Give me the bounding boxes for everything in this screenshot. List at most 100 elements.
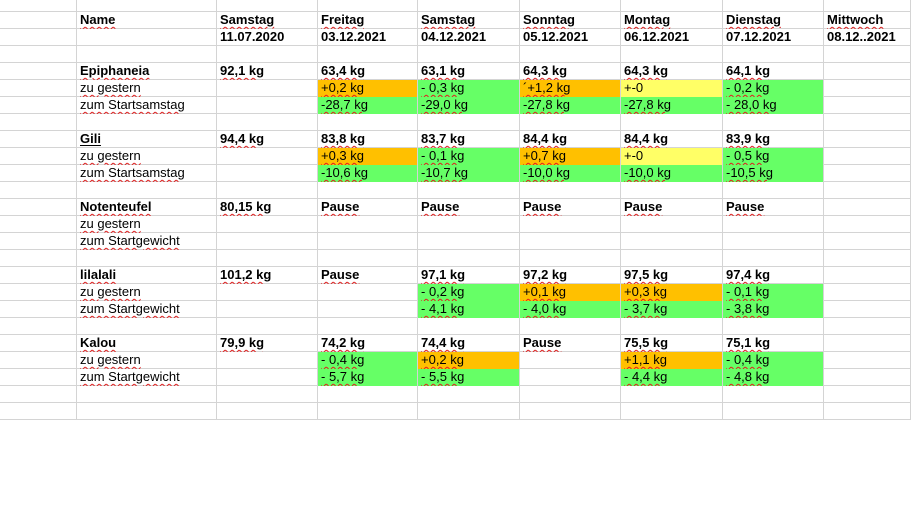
empty-cell[interactable] xyxy=(77,114,217,131)
empty-cell[interactable] xyxy=(217,148,318,165)
table-cell[interactable]: zum Startgewicht xyxy=(77,233,217,250)
empty-cell[interactable] xyxy=(0,318,77,335)
empty-cell[interactable] xyxy=(0,335,77,352)
empty-cell[interactable] xyxy=(0,12,77,29)
table-cell[interactable]: -10,0 kg xyxy=(621,165,723,182)
empty-cell[interactable] xyxy=(621,318,723,335)
empty-cell[interactable] xyxy=(318,46,418,63)
empty-cell[interactable] xyxy=(520,369,621,386)
table-cell[interactable]: - 5,5 kg xyxy=(418,369,520,386)
empty-cell[interactable] xyxy=(217,216,318,233)
empty-cell[interactable] xyxy=(77,0,217,12)
empty-cell[interactable] xyxy=(824,267,911,284)
empty-cell[interactable] xyxy=(824,233,911,250)
empty-cell[interactable] xyxy=(0,165,77,182)
empty-cell[interactable] xyxy=(217,0,318,12)
empty-cell[interactable] xyxy=(77,250,217,267)
table-cell[interactable]: +0,2 kg xyxy=(318,80,418,97)
table-cell[interactable]: - 0,3 kg xyxy=(418,80,520,97)
empty-cell[interactable] xyxy=(217,80,318,97)
table-cell[interactable]: - 0,4 kg xyxy=(318,352,418,369)
empty-cell[interactable] xyxy=(217,114,318,131)
empty-cell[interactable] xyxy=(723,250,824,267)
table-cell[interactable]: Pause xyxy=(723,199,824,216)
table-cell[interactable]: 04.12.2021 xyxy=(418,29,520,46)
table-cell[interactable]: - 5,7 kg xyxy=(318,369,418,386)
empty-cell[interactable] xyxy=(217,284,318,301)
table-cell[interactable]: zum Startgewicht xyxy=(77,301,217,318)
table-cell[interactable]: - 0,5 kg xyxy=(723,148,824,165)
table-cell[interactable]: +0,7 kg xyxy=(520,148,621,165)
table-cell[interactable]: - 4,0 kg xyxy=(520,301,621,318)
table-cell[interactable]: -27,8 kg xyxy=(621,97,723,114)
table-cell[interactable]: 03.12.2021 xyxy=(318,29,418,46)
empty-cell[interactable] xyxy=(418,318,520,335)
empty-cell[interactable] xyxy=(418,182,520,199)
table-cell[interactable]: 63,4 kg xyxy=(318,63,418,80)
empty-cell[interactable] xyxy=(824,199,911,216)
empty-cell[interactable] xyxy=(318,216,418,233)
empty-cell[interactable] xyxy=(520,318,621,335)
empty-cell[interactable] xyxy=(824,148,911,165)
table-cell[interactable]: -10,5 kg xyxy=(723,165,824,182)
empty-cell[interactable] xyxy=(824,216,911,233)
empty-cell[interactable] xyxy=(520,46,621,63)
empty-cell[interactable] xyxy=(318,284,418,301)
empty-cell[interactable] xyxy=(217,301,318,318)
empty-cell[interactable] xyxy=(723,182,824,199)
table-cell[interactable]: Pause xyxy=(318,267,418,284)
table-cell[interactable]: ´+1,2 kg xyxy=(520,80,621,97)
table-cell[interactable]: Gili xyxy=(77,131,217,148)
table-cell[interactable]: - 3,8 kg xyxy=(723,301,824,318)
empty-cell[interactable] xyxy=(418,216,520,233)
table-cell[interactable]: Samstag xyxy=(418,12,520,29)
table-cell[interactable]: 74,4 kg xyxy=(418,335,520,352)
empty-cell[interactable] xyxy=(318,0,418,12)
empty-cell[interactable] xyxy=(0,369,77,386)
table-cell[interactable]: Dienstag xyxy=(723,12,824,29)
table-cell[interactable]: 101,2 kg xyxy=(217,267,318,284)
empty-cell[interactable] xyxy=(0,80,77,97)
table-cell[interactable]: +-0 xyxy=(621,148,723,165)
empty-cell[interactable] xyxy=(217,97,318,114)
empty-cell[interactable] xyxy=(0,63,77,80)
empty-cell[interactable] xyxy=(418,0,520,12)
table-cell[interactable]: 97,4 kg xyxy=(723,267,824,284)
empty-cell[interactable] xyxy=(824,335,911,352)
table-cell[interactable]: Montag xyxy=(621,12,723,29)
table-cell[interactable]: Notenteufel xyxy=(77,199,217,216)
table-cell[interactable]: 83,9 kg xyxy=(723,131,824,148)
empty-cell[interactable] xyxy=(723,233,824,250)
empty-cell[interactable] xyxy=(824,369,911,386)
empty-cell[interactable] xyxy=(217,386,318,403)
empty-cell[interactable] xyxy=(217,46,318,63)
table-cell[interactable]: +0,1 kg xyxy=(520,284,621,301)
empty-cell[interactable] xyxy=(824,63,911,80)
empty-cell[interactable] xyxy=(0,284,77,301)
empty-cell[interactable] xyxy=(824,46,911,63)
table-cell[interactable]: -29,0 kg xyxy=(418,97,520,114)
table-cell[interactable]: 75,5 kg xyxy=(621,335,723,352)
table-cell[interactable]: 97,5 kg xyxy=(621,267,723,284)
table-cell[interactable]: - 3,7 kg xyxy=(621,301,723,318)
table-cell[interactable]: - 0,1 kg xyxy=(723,284,824,301)
table-cell[interactable]: - 0,4 kg xyxy=(723,352,824,369)
empty-cell[interactable] xyxy=(418,250,520,267)
table-cell[interactable]: zu gestern xyxy=(77,148,217,165)
empty-cell[interactable] xyxy=(723,403,824,420)
empty-cell[interactable] xyxy=(520,352,621,369)
empty-cell[interactable] xyxy=(0,97,77,114)
empty-cell[interactable] xyxy=(824,250,911,267)
empty-cell[interactable] xyxy=(824,131,911,148)
table-cell[interactable]: - 0,1 kg xyxy=(418,148,520,165)
empty-cell[interactable] xyxy=(0,46,77,63)
empty-cell[interactable] xyxy=(824,352,911,369)
table-cell[interactable]: 64,1 kg xyxy=(723,63,824,80)
empty-cell[interactable] xyxy=(824,318,911,335)
empty-cell[interactable] xyxy=(723,216,824,233)
empty-cell[interactable] xyxy=(318,250,418,267)
empty-cell[interactable] xyxy=(723,114,824,131)
table-cell[interactable]: 84,4 kg xyxy=(621,131,723,148)
empty-cell[interactable] xyxy=(318,403,418,420)
table-cell[interactable]: 79,9 kg xyxy=(217,335,318,352)
